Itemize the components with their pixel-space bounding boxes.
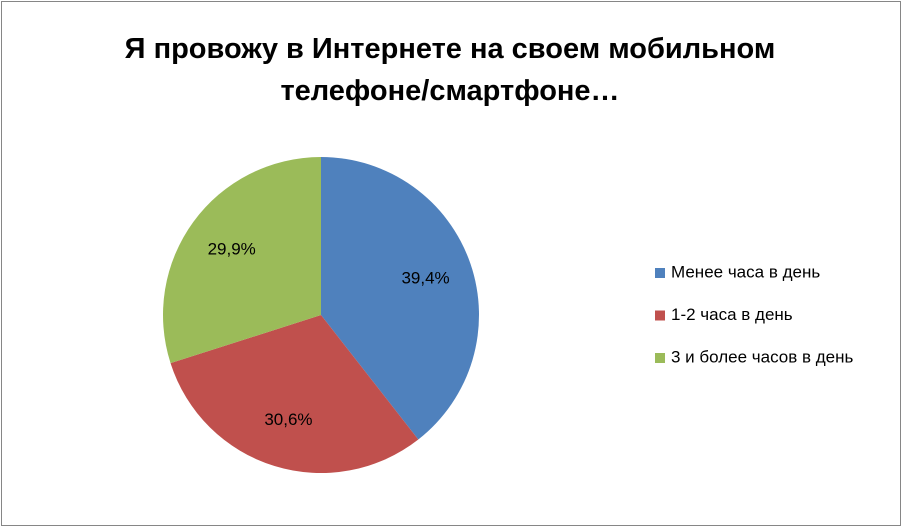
data-label: 39,4% — [401, 268, 449, 287]
chart-title: Я провожу в Интернете на своем мобильном… — [124, 33, 776, 107]
legend-swatch — [655, 310, 665, 321]
data-label: 30,6% — [264, 410, 312, 429]
legend-swatch — [655, 353, 665, 363]
legend-label: Менее часа в день — [671, 262, 820, 281]
pie-slice — [321, 157, 479, 440]
data-label: 29,9% — [208, 239, 256, 258]
legend-label: 3 и более часов в день — [671, 347, 853, 366]
legend-label: 1-2 часа в день — [671, 305, 793, 324]
pie-slice — [163, 157, 321, 364]
pie-slice — [170, 315, 419, 473]
legend-swatch — [655, 268, 665, 278]
